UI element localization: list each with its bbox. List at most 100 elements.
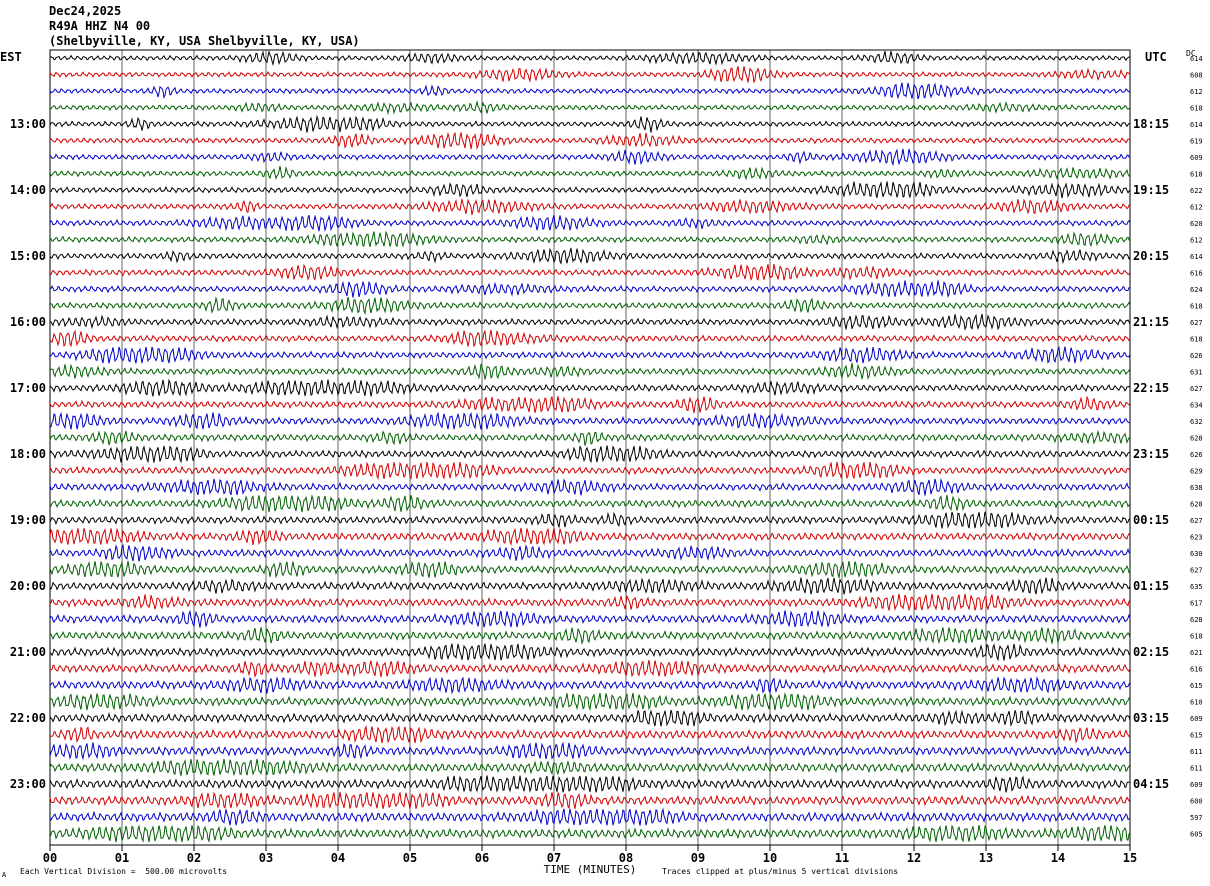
date-label: Dec24,2025: [49, 4, 122, 18]
seismic-trace: [49, 345, 1131, 364]
seismic-trace: [49, 593, 1131, 612]
dc-offset-label: 618: [1190, 303, 1203, 311]
seismic-trace: [49, 429, 1131, 446]
dc-offset-label: 611: [1190, 748, 1203, 756]
seismic-trace: [49, 66, 1131, 83]
est-hour-label: 17:00: [10, 381, 46, 395]
dc-offset-label: 600: [1190, 798, 1203, 806]
seismic-trace: [49, 165, 1131, 181]
dc-offset-label: 616: [1190, 666, 1203, 674]
seismic-trace: [49, 511, 1131, 529]
x-tick-label: 05: [403, 851, 417, 865]
seismic-trace: [49, 198, 1131, 216]
dc-offset-label: 618: [1190, 633, 1203, 641]
seismic-trace: [49, 659, 1131, 678]
dc-offset-label: 614: [1190, 121, 1203, 129]
seismic-trace: [49, 411, 1131, 430]
location-label: (Shelbyville, KY, USA Shelbyville, KY, U…: [49, 34, 360, 48]
plot-frame: [49, 49, 1131, 846]
dc-offset-label: 608: [1190, 72, 1203, 80]
utc-hour-label: 04:15: [1133, 777, 1169, 791]
utc-hour-label: 22:15: [1133, 381, 1169, 395]
seismic-trace: [49, 378, 1131, 397]
left-timezone-label: EST: [0, 50, 22, 64]
dc-offset-label: 617: [1190, 600, 1203, 608]
dc-offset-label: 628: [1190, 501, 1203, 509]
seismic-trace: [49, 643, 1131, 662]
dc-offset-label: 623: [1190, 534, 1203, 542]
seismic-trace: [49, 445, 1131, 464]
dc-offset-label: 627: [1190, 385, 1203, 393]
utc-hour-label: 01:15: [1133, 579, 1169, 593]
est-hour-label: 15:00: [10, 249, 46, 263]
dc-offset-label: 627: [1190, 567, 1203, 575]
corner-mark: A: [2, 871, 7, 879]
utc-hour-label: 20:15: [1133, 249, 1169, 263]
seismic-trace: [49, 477, 1131, 496]
dc-offset-label: 635: [1190, 583, 1203, 591]
seismic-trace: [49, 131, 1131, 150]
right-timezone-label: UTC: [1145, 50, 1167, 64]
x-tick-label: 07: [547, 851, 561, 865]
est-hour-label: 13:00: [10, 117, 46, 131]
seismic-trace: [49, 49, 1131, 67]
dc-offset-label: 610: [1190, 699, 1203, 707]
vertical-division-note: Each Vertical Division = 500.00 microvol…: [20, 867, 228, 876]
utc-hour-label: 21:15: [1133, 315, 1169, 329]
x-axis-title: TIME (MINUTES): [544, 863, 637, 876]
utc-hour-label: 18:15: [1133, 117, 1169, 131]
seismic-trace: [49, 247, 1131, 265]
dc-offset-label: 616: [1190, 270, 1203, 278]
dc-offset-label: 629: [1190, 468, 1203, 476]
seismic-trace: [49, 100, 1131, 116]
seismic-trace: [49, 676, 1131, 695]
dc-offset-label: 612: [1190, 88, 1203, 96]
dc-offset-label: 627: [1190, 517, 1203, 525]
dc-offset-label: 632: [1190, 418, 1203, 426]
seismic-trace: [49, 280, 1131, 298]
dc-offset-label: 614: [1190, 253, 1203, 261]
seismic-trace: [49, 114, 1131, 133]
dc-offset-label: 618: [1190, 105, 1203, 113]
seismic-trace: [49, 807, 1131, 826]
seismic-trace: [49, 214, 1131, 232]
x-tick-label: 10: [763, 851, 777, 865]
seismic-trace: [49, 148, 1131, 167]
seismic-trace: [49, 544, 1131, 562]
seismic-trace: [49, 527, 1131, 547]
dc-offset-label: 630: [1190, 550, 1203, 558]
x-tick-label: 13: [979, 851, 993, 865]
utc-hour-label: 23:15: [1133, 447, 1169, 461]
dc-offset-label: 638: [1190, 484, 1203, 492]
dc-offset-label: 609: [1190, 781, 1203, 789]
x-tick-label: 11: [835, 851, 849, 865]
utc-hour-label: 19:15: [1133, 183, 1169, 197]
dc-offset-label: 618: [1190, 336, 1203, 344]
x-tick-label: 15: [1123, 851, 1137, 865]
seismic-trace: [49, 296, 1131, 315]
dc-offset-label: 605: [1190, 831, 1203, 839]
dc-offset-label: 609: [1190, 154, 1203, 162]
est-hour-label: 18:00: [10, 447, 46, 461]
seismic-trace: [49, 609, 1131, 628]
x-tick-label: 14: [1051, 851, 1065, 865]
x-tick-label: 08: [619, 851, 633, 865]
utc-hour-label: 00:15: [1133, 513, 1169, 527]
dc-header-label: DC: [1186, 49, 1196, 58]
seismic-trace: [49, 791, 1131, 810]
dc-offset-label: 628: [1190, 616, 1203, 624]
dc-offset-label: 631: [1190, 369, 1203, 377]
x-tick-label: 00: [43, 851, 57, 865]
est-hour-label: 21:00: [10, 645, 46, 659]
seismic-trace: [49, 577, 1131, 595]
seismic-trace: [49, 692, 1131, 711]
x-tick-label: 06: [475, 851, 489, 865]
x-tick-label: 03: [259, 851, 273, 865]
dc-offset-label: 609: [1190, 715, 1203, 723]
seismic-trace: [49, 313, 1131, 331]
x-tick-label: 01: [115, 851, 129, 865]
seismic-trace: [49, 709, 1131, 728]
est-hour-label: 16:00: [10, 315, 46, 329]
utc-hour-label: 02:15: [1133, 645, 1169, 659]
